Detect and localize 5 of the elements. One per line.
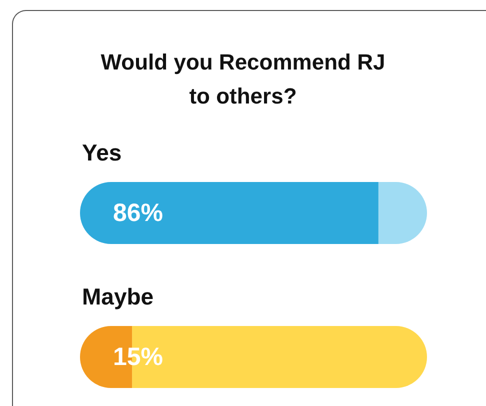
y-tick-label: Yes [82,140,122,166]
chart-title: Would you Recommend RJ to others? [100,50,386,108]
data-label: 15% [113,343,164,371]
y-tick-label: Maybe [82,284,154,310]
data-label: 86% [113,199,164,227]
